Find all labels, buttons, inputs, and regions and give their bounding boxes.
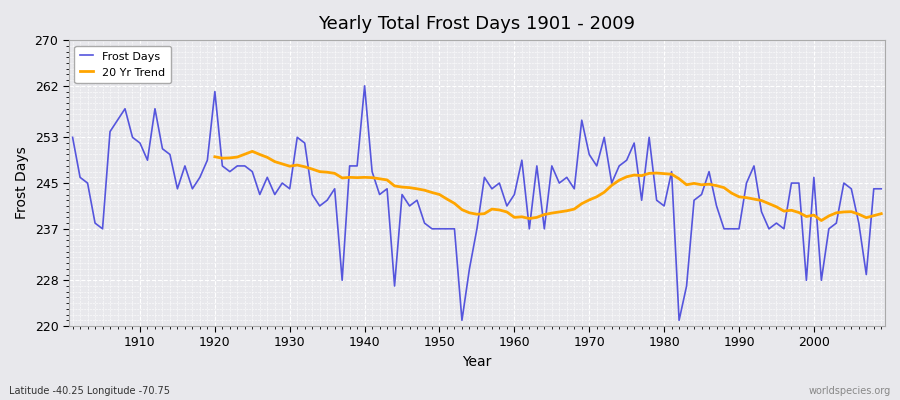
- 20 Yr Trend: [771, 204, 782, 209]
- Line: 20 Yr Trend: 20 Yr Trend: [215, 151, 881, 220]
- 20 Yr Trend: [681, 182, 692, 187]
- Frost Days: [614, 164, 625, 168]
- Line: Frost Days: Frost Days: [73, 86, 881, 320]
- Frost Days: [292, 135, 302, 140]
- Y-axis label: Frost Days: Frost Days: [15, 147, 29, 220]
- 20 Yr Trend: [307, 167, 318, 172]
- Text: Latitude -40.25 Longitude -70.75: Latitude -40.25 Longitude -70.75: [9, 386, 170, 396]
- Frost Days: [876, 186, 886, 191]
- Frost Days: [524, 226, 535, 231]
- 20 Yr Trend: [816, 218, 827, 223]
- Title: Yearly Total Frost Days 1901 - 2009: Yearly Total Frost Days 1901 - 2009: [319, 15, 635, 33]
- Text: worldspecies.org: worldspecies.org: [809, 386, 891, 396]
- 20 Yr Trend: [247, 149, 257, 154]
- Frost Days: [68, 135, 78, 140]
- Frost Days: [517, 158, 527, 162]
- X-axis label: Year: Year: [463, 355, 491, 369]
- Frost Days: [337, 278, 347, 283]
- Frost Days: [456, 318, 467, 323]
- 20 Yr Trend: [786, 208, 796, 213]
- Legend: Frost Days, 20 Yr Trend: Frost Days, 20 Yr Trend: [75, 46, 171, 83]
- 20 Yr Trend: [210, 154, 220, 159]
- 20 Yr Trend: [419, 188, 430, 193]
- Frost Days: [127, 135, 138, 140]
- 20 Yr Trend: [876, 211, 886, 216]
- Frost Days: [359, 84, 370, 88]
- 20 Yr Trend: [861, 215, 872, 220]
